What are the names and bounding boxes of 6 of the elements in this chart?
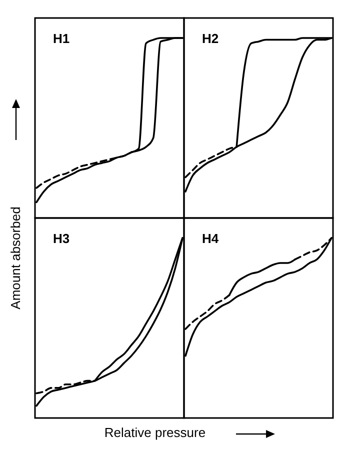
chart-title: H1 — [53, 31, 70, 46]
chart-title: H3 — [53, 231, 70, 246]
chart-title: H2 — [202, 31, 219, 46]
chart-title: H4 — [202, 231, 220, 246]
x-axis-title: Relative pressure — [104, 425, 206, 440]
y-axis-title: Amount absorbed — [8, 206, 23, 310]
